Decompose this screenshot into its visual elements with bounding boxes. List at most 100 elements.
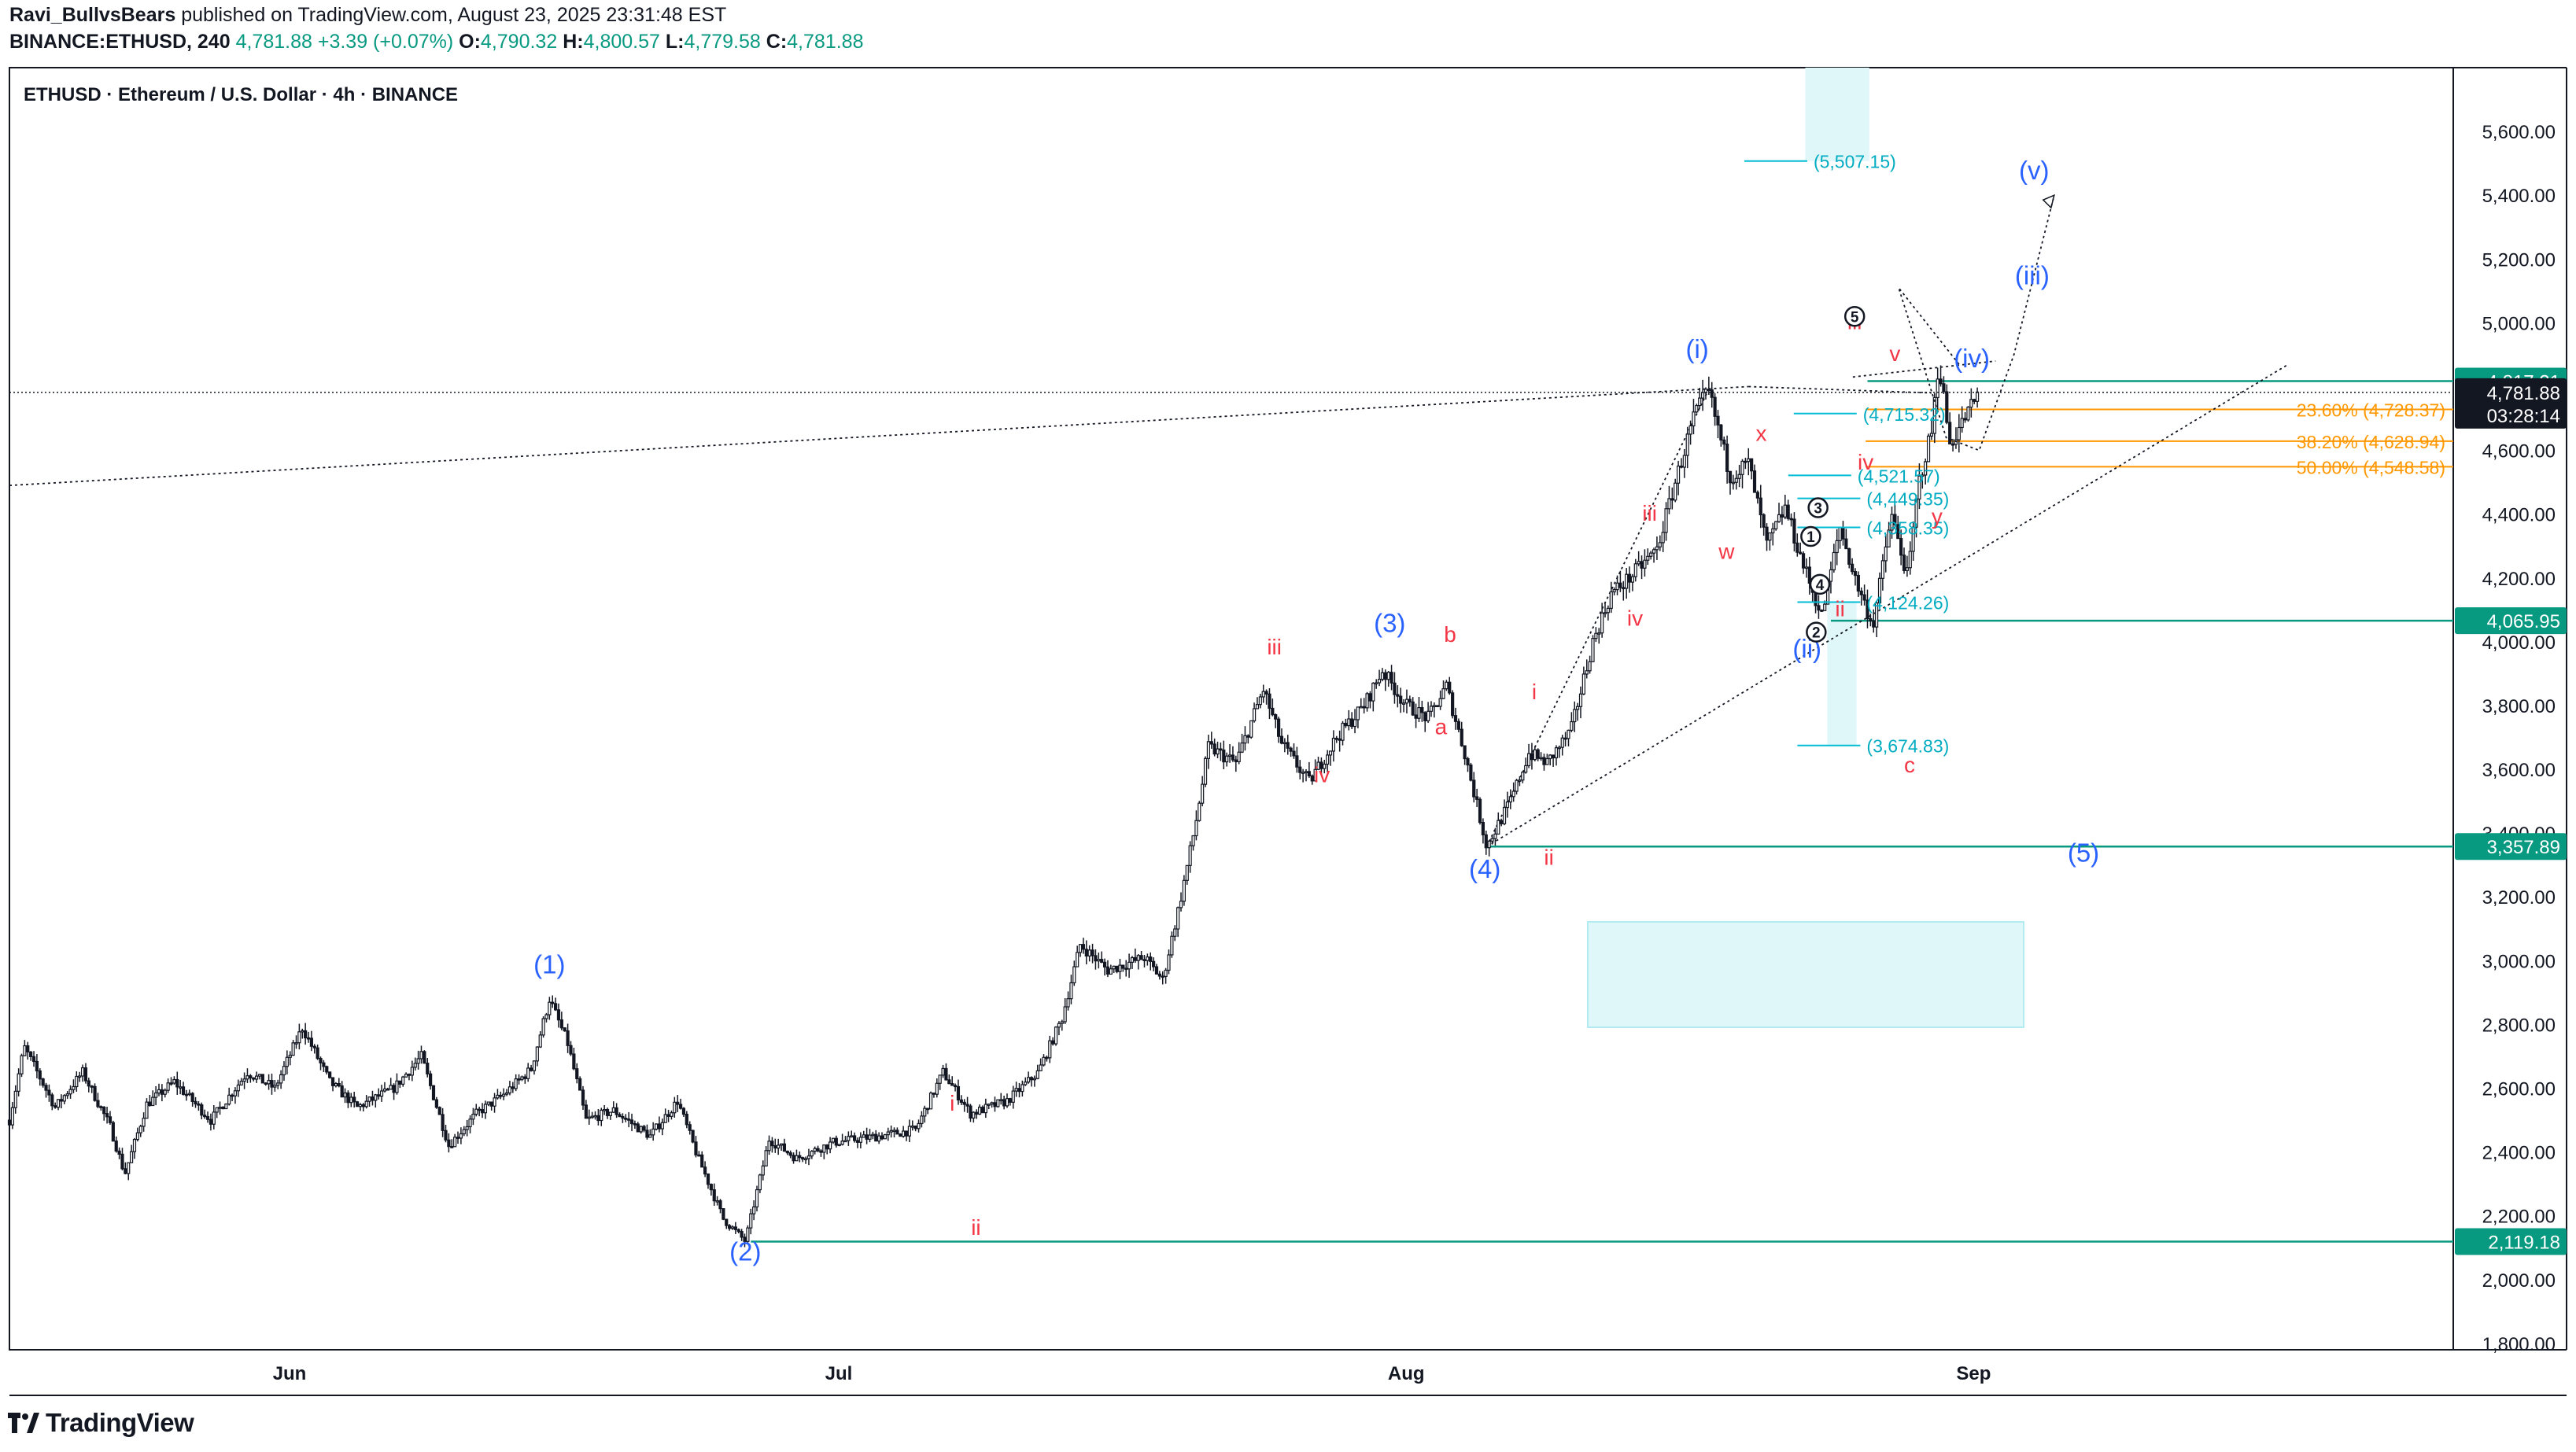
candle-body	[282, 1066, 286, 1076]
candle-body	[1286, 742, 1290, 749]
current-price-badge	[2455, 378, 2567, 429]
candle-body	[1637, 561, 1640, 565]
price-axis[interactable]: 1,800.00 2,000.00 2,200.00 2,400.00 2,600.00…	[2482, 122, 2556, 1355]
candle-body	[35, 1060, 39, 1072]
candle-body	[1170, 935, 1174, 956]
candle-body	[663, 1114, 667, 1123]
candle-body	[722, 1208, 725, 1220]
candle-body	[715, 1200, 719, 1203]
candle-body	[1698, 397, 1702, 407]
candle-body	[1423, 712, 1427, 721]
candle-body	[1331, 737, 1336, 752]
plot-area[interactable]	[9, 67, 2454, 1351]
circled-wave-marker-2	[1800, 525, 1821, 547]
candle-body	[1081, 944, 1086, 950]
candle-body	[1960, 418, 1964, 429]
candle-body	[1606, 607, 1610, 614]
y-tick-label: 5,600.00	[2482, 122, 2556, 143]
candle-body	[1786, 504, 1790, 519]
candle-body	[304, 1030, 308, 1039]
candle-body	[831, 1137, 836, 1143]
candle-body	[1008, 1098, 1012, 1103]
candle-body	[584, 1104, 588, 1119]
candle-body	[834, 1137, 838, 1146]
candle-body	[642, 1126, 646, 1131]
candle-body	[700, 1154, 704, 1168]
trend-line-2	[1486, 363, 2290, 847]
candle-body	[1216, 748, 1220, 755]
candle-body	[1084, 949, 1088, 957]
candle-body	[556, 1009, 561, 1021]
open-label: O:	[459, 31, 481, 53]
candle-body	[688, 1124, 692, 1131]
candle-body	[703, 1166, 707, 1175]
candle-body	[478, 1108, 482, 1111]
candle-body	[1121, 964, 1125, 969]
candle-body	[1072, 966, 1076, 984]
candle-body	[1130, 956, 1135, 963]
wave-label-blue-3: (4)	[1469, 854, 1500, 883]
candle-body	[120, 1153, 124, 1170]
candle-body	[1890, 514, 1894, 531]
candle-body	[596, 1115, 600, 1122]
tradingview-logo[interactable]: TradingView	[8, 1406, 194, 1439]
target-zone-wave-5	[1587, 921, 2024, 1028]
candle-body	[1728, 470, 1733, 484]
candle-body	[621, 1115, 625, 1119]
candle-body	[1316, 761, 1320, 770]
candle-body	[1411, 701, 1415, 716]
candle-body	[1618, 582, 1622, 588]
candle-body	[651, 1128, 655, 1136]
candle-body	[361, 1104, 365, 1107]
author-name[interactable]: Ravi_BullvsBears	[9, 4, 176, 26]
candle-body	[1347, 718, 1351, 727]
candle-body	[1664, 508, 1668, 533]
candle-body	[880, 1135, 884, 1140]
candle-body	[29, 1051, 33, 1057]
candle-body	[813, 1148, 817, 1152]
candle-body	[969, 1105, 972, 1119]
candle-body	[1917, 475, 1921, 500]
candle-body	[855, 1140, 860, 1143]
symbol-interval[interactable]: BINANCE:ETHUSD, 240	[9, 31, 231, 53]
candle-body	[1002, 1099, 1006, 1107]
candle-body	[670, 1112, 674, 1117]
wave-label-red-1: ii	[971, 1215, 980, 1240]
candle-body	[1438, 698, 1442, 707]
candle-body	[270, 1080, 274, 1088]
candle-body	[1393, 682, 1397, 695]
candle-body	[426, 1063, 430, 1074]
candle-body	[1975, 391, 1980, 402]
wave-label-red-3: iv	[1314, 762, 1330, 787]
candle-body	[212, 1111, 216, 1125]
candle-body	[172, 1078, 176, 1084]
y-tick-label: 2,600.00	[2482, 1079, 2556, 1100]
y-tick-label: 2,800.00	[2482, 1015, 2556, 1036]
candle-body	[648, 1134, 652, 1138]
candle-body	[795, 1155, 799, 1162]
candle-body	[1713, 396, 1717, 417]
candle-body	[54, 1105, 57, 1108]
candle-body	[1838, 526, 1842, 541]
candle-body	[1731, 481, 1735, 485]
wave-label-red-13: c	[1904, 753, 1915, 777]
candle-body	[1105, 966, 1110, 975]
wave-label-blue-5: (i)	[1685, 334, 1708, 363]
candle-body	[559, 1019, 563, 1029]
candle-body	[135, 1132, 139, 1141]
candle-body	[75, 1075, 79, 1088]
candle-body	[608, 1111, 612, 1116]
candle-body	[312, 1045, 316, 1048]
candle-body	[1063, 1006, 1067, 1023]
candle-body	[1872, 620, 1876, 628]
candle-body	[1622, 587, 1626, 590]
candle-body	[379, 1090, 384, 1097]
candle-body	[1118, 964, 1122, 972]
candle-body	[1206, 741, 1211, 759]
candle-body	[578, 1078, 582, 1091]
time-axis[interactable]: Jun Jul Aug Sep	[273, 1363, 1991, 1384]
candle-body	[407, 1074, 411, 1076]
candle-body	[1643, 559, 1647, 569]
candle-body	[184, 1093, 189, 1096]
